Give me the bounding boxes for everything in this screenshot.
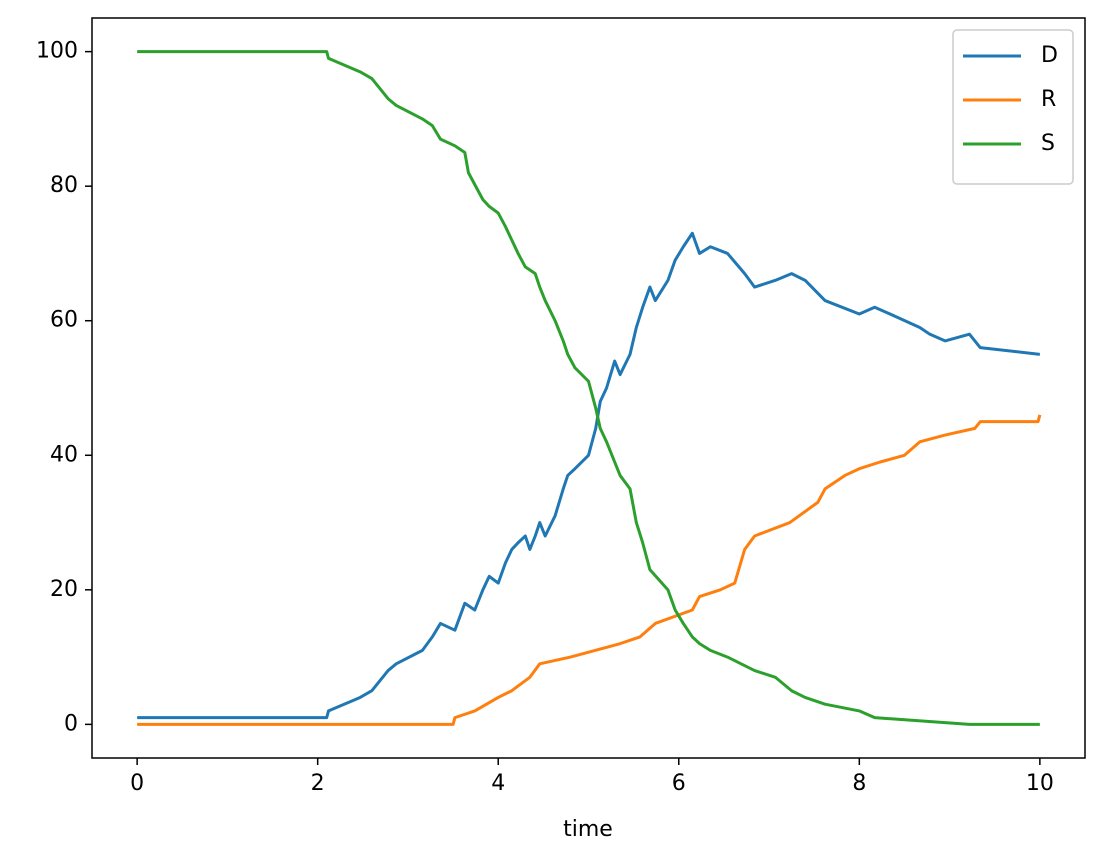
x-tick-label: 6 bbox=[672, 771, 686, 796]
y-tick-label: 100 bbox=[36, 39, 78, 64]
y-tick-label: 0 bbox=[64, 711, 78, 736]
legend-label: S bbox=[1041, 131, 1055, 156]
x-tick-label: 0 bbox=[130, 771, 144, 796]
y-tick-label: 20 bbox=[50, 577, 78, 602]
legend-label: R bbox=[1041, 87, 1056, 112]
x-tick-label: 8 bbox=[852, 771, 866, 796]
x-tick-label: 4 bbox=[491, 771, 505, 796]
line bbox=[137, 231, 1041, 720]
x-tick-label: 10 bbox=[1026, 771, 1054, 796]
line bbox=[137, 50, 1040, 726]
line bbox=[137, 414, 1042, 726]
plot-frame bbox=[91, 17, 1086, 759]
y-tick-label: 40 bbox=[50, 442, 78, 467]
x-tick-label: 2 bbox=[311, 771, 325, 796]
y-tick-label: 80 bbox=[50, 173, 78, 198]
x-axis-label: time bbox=[563, 817, 613, 842]
y-tick-label: 60 bbox=[50, 308, 78, 333]
legend-label: D bbox=[1041, 43, 1058, 68]
